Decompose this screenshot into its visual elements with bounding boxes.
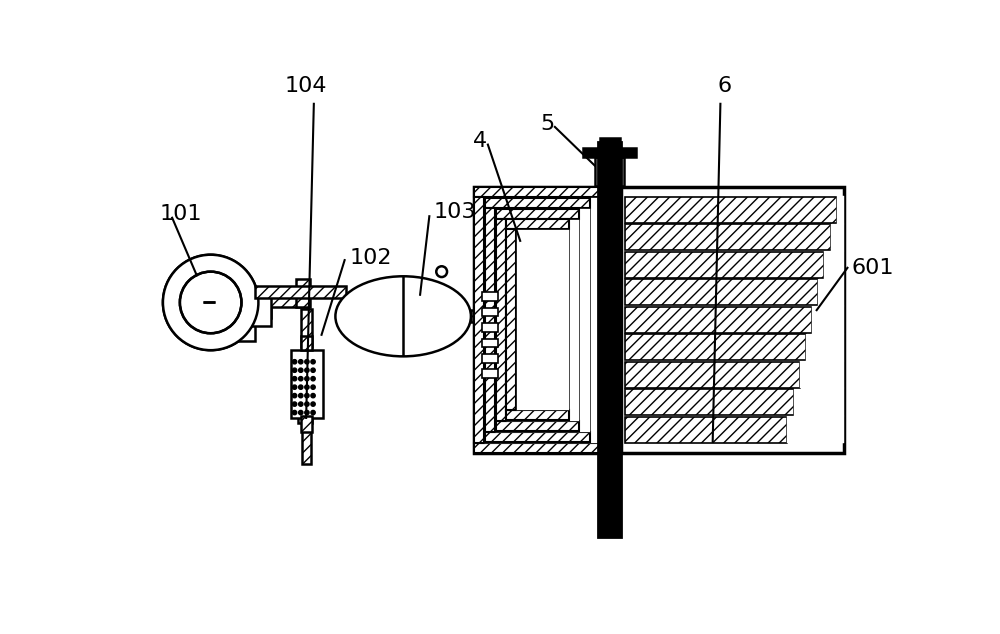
Circle shape [292,385,297,389]
Circle shape [311,385,315,389]
Circle shape [299,368,303,372]
Text: 4: 4 [473,131,487,151]
Circle shape [305,385,309,389]
Circle shape [292,394,297,398]
Circle shape [299,402,303,406]
Bar [625,197,837,223]
Bar [482,370,498,378]
Text: 5: 5 [540,114,554,134]
Text: 6: 6 [717,76,731,96]
Bar [621,187,844,453]
Text: 101: 101 [160,204,202,224]
Bar [482,323,498,332]
Circle shape [299,385,303,389]
Bar [818,278,844,306]
Circle shape [311,410,315,415]
Circle shape [305,368,309,372]
Bar [625,362,800,387]
Bar [301,309,312,347]
Bar [496,421,579,431]
Bar [598,142,621,537]
Bar [787,416,844,443]
Ellipse shape [335,276,471,356]
Text: 104: 104 [285,76,327,96]
Bar [482,308,498,316]
Bar [506,219,569,230]
Bar [625,280,818,306]
Circle shape [311,394,315,398]
Bar [516,230,569,410]
Bar [291,350,323,418]
Bar [506,230,516,410]
Text: 102: 102 [349,248,392,268]
Bar [600,138,620,152]
Bar [812,306,844,333]
Bar [484,197,601,443]
Bar [471,310,544,323]
Bar [485,198,590,208]
Circle shape [299,394,303,398]
Bar [301,417,312,432]
Bar [625,307,812,333]
Bar [482,354,498,363]
Bar [496,209,579,219]
Circle shape [305,410,309,415]
Bar [232,301,255,341]
Bar [800,361,844,389]
Bar [794,389,844,416]
Bar [625,417,787,443]
Circle shape [163,255,258,350]
Circle shape [292,377,297,381]
Circle shape [311,377,315,381]
Bar [255,285,346,298]
Text: 103: 103 [434,202,476,222]
Circle shape [292,368,297,372]
Bar [485,208,495,432]
Bar [625,252,824,278]
Bar [495,208,590,432]
Bar [625,224,831,250]
Circle shape [311,368,315,372]
Bar [824,251,844,278]
Circle shape [311,359,315,364]
Circle shape [299,377,303,381]
Bar [806,333,844,361]
Text: 601: 601 [851,258,894,278]
Bar [246,287,271,326]
Bar [302,422,311,464]
Circle shape [305,377,309,381]
Bar [474,443,601,453]
Circle shape [305,394,309,398]
Bar [482,292,498,301]
Bar [496,219,506,421]
Bar [485,432,590,442]
Circle shape [299,359,303,364]
Bar [506,219,579,421]
Bar [595,157,624,186]
Circle shape [305,359,309,364]
Bar [474,197,484,443]
Bar [474,187,601,453]
Circle shape [305,402,309,406]
Circle shape [292,402,297,406]
Bar [474,187,601,197]
Circle shape [299,410,303,415]
Bar [625,389,794,415]
Bar [298,417,312,424]
Bar [837,196,844,224]
Bar [232,296,271,318]
Bar [625,334,806,360]
Bar [482,339,498,347]
Circle shape [311,402,315,406]
Bar [831,224,844,251]
Circle shape [292,359,297,364]
Circle shape [292,410,297,415]
Bar [296,280,310,307]
Bar [506,410,569,420]
Bar [583,148,636,157]
Bar [301,337,312,350]
Bar [246,293,308,307]
Circle shape [163,255,258,350]
